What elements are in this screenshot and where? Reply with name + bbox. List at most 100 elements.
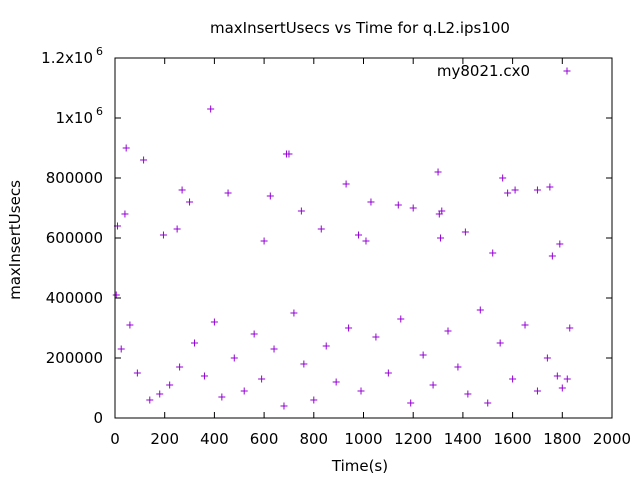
y-tick-label: 600000 xyxy=(46,229,103,247)
data-point xyxy=(280,402,288,410)
data-point xyxy=(372,333,380,341)
data-point xyxy=(357,387,365,395)
chart-title: maxInsertUsecs vs Time for q.L2.ips100 xyxy=(210,19,510,37)
data-point xyxy=(489,249,497,257)
data-point xyxy=(461,228,469,236)
data-point xyxy=(438,207,446,215)
data-point xyxy=(156,390,164,398)
data-point xyxy=(285,150,293,158)
data-point xyxy=(464,390,472,398)
data-point xyxy=(122,144,130,152)
data-point xyxy=(362,237,370,245)
data-point xyxy=(126,321,134,329)
data-point xyxy=(159,231,167,239)
x-tick-label: 1400 xyxy=(444,430,482,448)
data-point xyxy=(409,204,417,212)
y-tick-label: 1.2x10 6 xyxy=(41,45,103,67)
y-tick-label-base: 1x10 xyxy=(55,109,93,127)
y-tick-label: 200000 xyxy=(46,349,103,367)
x-tick-label: 1200 xyxy=(394,430,432,448)
data-point xyxy=(176,363,184,371)
data-point xyxy=(322,342,330,350)
data-point xyxy=(173,225,181,233)
data-point xyxy=(133,369,141,377)
y-axis-label: maxInsertUsecs xyxy=(6,180,24,300)
data-point xyxy=(140,156,148,164)
data-point xyxy=(355,231,363,239)
data-point xyxy=(270,345,278,353)
data-point xyxy=(166,381,174,389)
data-point xyxy=(207,105,215,113)
x-tick-label: 1000 xyxy=(344,430,382,448)
x-tick-label: 1800 xyxy=(543,430,581,448)
data-point xyxy=(345,324,353,332)
data-point xyxy=(342,180,350,188)
data-point xyxy=(553,372,561,380)
data-point xyxy=(200,372,208,380)
x-tick-label: 400 xyxy=(200,430,229,448)
data-point xyxy=(290,309,298,317)
data-point xyxy=(499,174,507,182)
data-point xyxy=(240,387,248,395)
y-tick-label: 800000 xyxy=(46,169,103,187)
data-point xyxy=(191,339,199,347)
data-point xyxy=(476,306,484,314)
data-point xyxy=(437,234,445,242)
scatter-marks xyxy=(112,105,574,410)
data-point xyxy=(546,183,554,191)
y-tick-label-exponent: 6 xyxy=(96,105,103,118)
data-point xyxy=(521,321,529,329)
data-point xyxy=(266,192,274,200)
data-point xyxy=(511,186,519,194)
legend: my8021.cx0 xyxy=(437,62,571,80)
data-point xyxy=(558,384,566,392)
data-point xyxy=(310,396,318,404)
x-tick-label: 0 xyxy=(110,430,120,448)
x-tick-label: 2000 xyxy=(593,430,631,448)
data-point xyxy=(384,369,392,377)
data-point xyxy=(121,210,129,218)
data-point xyxy=(394,201,402,209)
data-point xyxy=(117,345,125,353)
x-axis-label: Time(s) xyxy=(331,457,388,475)
data-point xyxy=(419,351,427,359)
y-tick-label: 400000 xyxy=(46,289,103,307)
data-point xyxy=(566,324,574,332)
data-point xyxy=(533,186,541,194)
data-point xyxy=(332,378,340,386)
data-point xyxy=(496,339,504,347)
data-point xyxy=(224,189,232,197)
data-point xyxy=(258,375,266,383)
data-point xyxy=(297,207,305,215)
x-tick-label: 200 xyxy=(150,430,179,448)
x-tick-label: 600 xyxy=(250,430,279,448)
data-point xyxy=(444,327,452,335)
data-point xyxy=(397,315,405,323)
data-point xyxy=(504,189,512,197)
y-tick-label-base: 1.2x10 xyxy=(41,49,93,67)
data-point xyxy=(250,330,258,338)
data-point xyxy=(484,399,492,407)
data-point xyxy=(178,186,186,194)
data-point xyxy=(454,363,462,371)
data-point xyxy=(218,393,226,401)
data-point xyxy=(317,225,325,233)
data-point xyxy=(563,375,571,383)
legend-marker xyxy=(563,67,571,75)
data-point xyxy=(434,168,442,176)
data-point xyxy=(186,198,194,206)
legend-label: my8021.cx0 xyxy=(437,62,530,80)
data-point xyxy=(407,399,415,407)
axes: 0 200 400 600 800 1000 1200 1400 1600 1800 2000 0 20… xyxy=(41,45,631,448)
data-point xyxy=(367,198,375,206)
data-point xyxy=(210,318,218,326)
x-tick-label: 800 xyxy=(299,430,328,448)
data-point xyxy=(230,354,238,362)
data-point xyxy=(112,291,120,299)
y-tick-label-exponent: 6 xyxy=(96,45,103,58)
data-point xyxy=(543,354,551,362)
data-point xyxy=(548,252,556,260)
x-tick-label: 1600 xyxy=(494,430,532,448)
